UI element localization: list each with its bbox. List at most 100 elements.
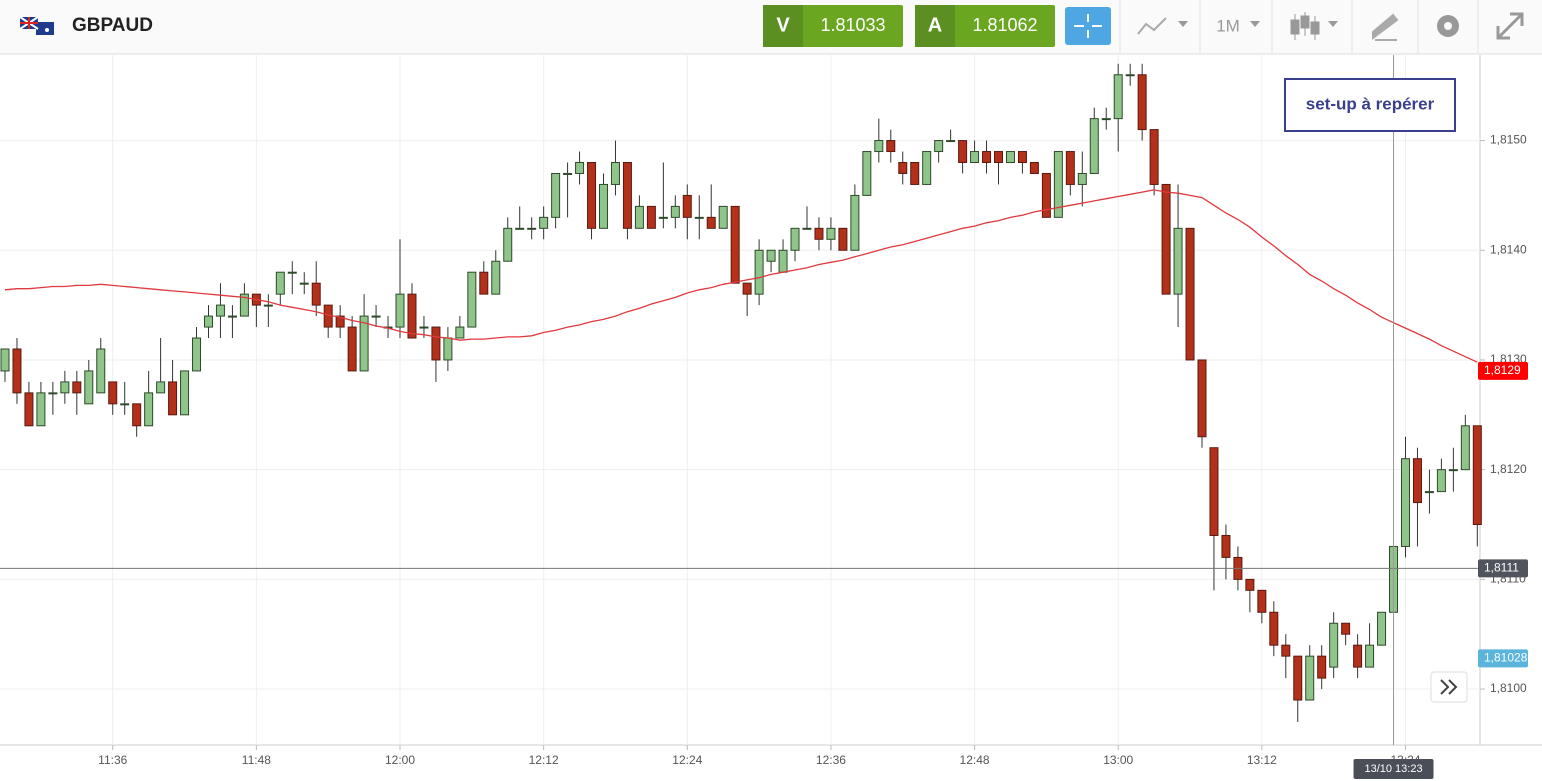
candle-body <box>335 315 345 328</box>
candle-body <box>1317 655 1327 679</box>
candle-body <box>694 216 704 219</box>
annotation: set-up à repérer <box>1306 94 1435 113</box>
candle-body <box>922 151 932 185</box>
fullscreen-button[interactable] <box>1496 12 1524 40</box>
candle-body <box>1209 447 1219 536</box>
timeframe-button[interactable]: 1M <box>1216 16 1240 35</box>
candle-body <box>730 205 740 284</box>
candle-body <box>1065 151 1075 185</box>
y-tick-label: 1,8150 <box>1490 133 1527 147</box>
x-tick-label: 12:24 <box>672 753 702 767</box>
candle-body <box>1293 655 1303 701</box>
candle-body <box>491 260 501 295</box>
candle-body <box>1412 458 1422 504</box>
candle-body <box>1281 644 1291 657</box>
candle-body <box>982 151 992 164</box>
crosshair-button[interactable] <box>1065 7 1111 45</box>
price-marker <box>1478 559 1528 578</box>
candle-body <box>1424 491 1434 494</box>
candle-body <box>215 304 225 317</box>
candle-body <box>886 140 896 153</box>
candle-body <box>1305 655 1315 701</box>
candle-body <box>1161 183 1171 295</box>
candle-body <box>0 348 10 372</box>
candle-body <box>814 227 824 240</box>
candle-body <box>263 304 273 307</box>
scroll-right-button[interactable] <box>1430 671 1468 703</box>
candle-body <box>1185 227 1195 361</box>
candle-body <box>575 162 585 174</box>
candle-body <box>754 249 764 295</box>
candle-body <box>1341 622 1351 635</box>
candle-body <box>970 151 980 164</box>
candle-body <box>455 326 465 339</box>
candle-body <box>168 381 178 416</box>
candle-body <box>72 381 82 394</box>
buy-button-tag <box>915 5 955 47</box>
candle-body <box>527 227 537 230</box>
candle-body <box>718 205 728 229</box>
candle-body <box>898 162 908 174</box>
candle-body <box>48 392 58 395</box>
candle-body <box>180 370 190 416</box>
price-marker-label: 1,81028 <box>1484 651 1528 665</box>
flag-icon <box>19 16 54 35</box>
timeframe-arrow <box>1250 21 1260 27</box>
candle-body <box>287 271 297 274</box>
toolbar-separators <box>1119 0 1479 54</box>
candle-body <box>467 271 477 328</box>
buy-price: 1.81062 <box>972 15 1037 35</box>
candle-body <box>958 140 968 164</box>
candle-body <box>563 172 573 175</box>
candle-body <box>587 162 597 229</box>
candle-body <box>1377 611 1387 646</box>
candle-body <box>946 140 956 143</box>
price-marker <box>1478 649 1528 668</box>
candle-body <box>84 370 94 405</box>
candle-body <box>144 392 154 427</box>
candle-body <box>419 326 429 329</box>
candle-body <box>826 227 836 240</box>
candle-body <box>1460 425 1470 471</box>
x-tick-label: 12:48 <box>960 753 990 767</box>
candle-body <box>646 205 656 229</box>
candle-body <box>1448 469 1458 472</box>
candle-body <box>275 271 285 295</box>
candle-body <box>108 381 118 405</box>
candle-body <box>658 216 668 219</box>
candle-body <box>203 315 213 328</box>
chart-type-button[interactable] <box>1290 12 1338 40</box>
candle-body <box>766 249 776 262</box>
candle-body <box>192 337 202 372</box>
candle-body <box>1472 425 1482 526</box>
candle-body <box>802 227 812 230</box>
plot: 1,81001,81101,81201,81301,81401,815011:3… <box>0 55 1542 779</box>
candle-body <box>599 183 608 229</box>
candle-body <box>1436 469 1446 493</box>
x-tick-label: 11:36 <box>98 753 127 767</box>
candle-body <box>742 282 752 295</box>
settings-button[interactable] <box>1437 15 1459 37</box>
candle-body <box>539 216 549 229</box>
candle-body <box>1029 162 1039 174</box>
candle-body <box>1137 74 1147 131</box>
candle-body <box>874 140 884 153</box>
candle-body <box>503 227 513 262</box>
price-marker-label: 1,8129 <box>1484 363 1521 377</box>
candle-body <box>371 315 381 318</box>
candle-body <box>1197 359 1207 438</box>
candle-body <box>407 293 417 339</box>
indicator-button[interactable] <box>1137 17 1188 35</box>
x-tick-label: 12:00 <box>385 753 415 767</box>
candle-body <box>24 392 34 427</box>
candle-body <box>1173 227 1183 295</box>
candle-body <box>994 151 1004 164</box>
candle-body <box>12 348 22 394</box>
annotation-box <box>1284 78 1456 132</box>
candle-body <box>551 172 561 218</box>
candle-body <box>36 392 46 427</box>
candle-body <box>910 162 920 185</box>
draw-button[interactable] <box>1372 13 1399 41</box>
candle-body <box>934 140 944 153</box>
